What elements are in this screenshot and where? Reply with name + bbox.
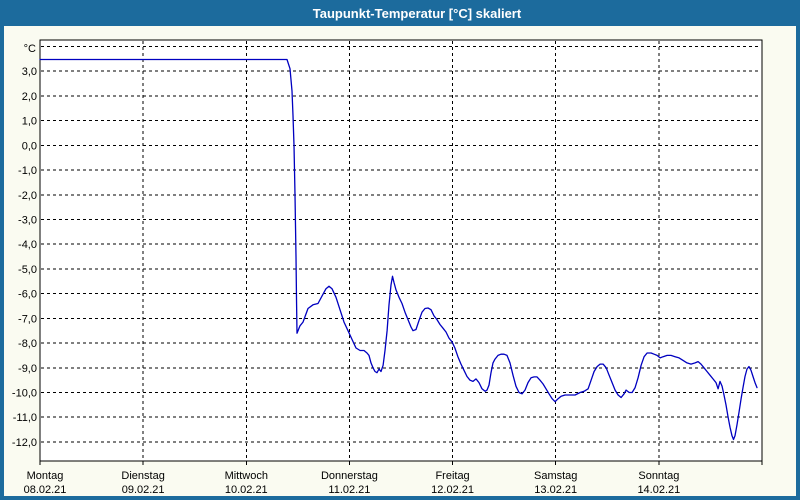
y-tick-label: -1,0: [18, 165, 37, 177]
y-tick-label: -10,0: [12, 388, 37, 400]
x-tick-label-weekday: Mittwoch: [225, 470, 268, 482]
y-tick-label: -6,0: [18, 289, 37, 301]
y-tick-label: -12,0: [12, 437, 37, 449]
y-tick-label: -3,0: [18, 214, 37, 226]
y-tick-label: -11,0: [13, 412, 37, 424]
y-tick-label: 0,0: [22, 140, 37, 152]
y-axis-unit-label: °C: [24, 43, 36, 55]
temperature-line: [39, 58, 758, 441]
x-tick-label-date: 13.02.21: [534, 484, 577, 496]
x-tick-label-weekday: Sonntag: [638, 470, 679, 482]
y-tick-label: 1,0: [22, 116, 37, 128]
x-tick-label-weekday: Montag: [27, 470, 64, 482]
window-title: Taupunkt-Temperatur [°C] skaliert: [312, 5, 522, 21]
y-tick-label: 3,0: [22, 66, 37, 78]
x-tick-label-date: 08.02.21: [24, 484, 67, 496]
window-titlebar: Taupunkt-Temperatur [°C] skaliert: [0, 0, 800, 26]
x-tick-label-weekday: Donnerstag: [321, 470, 378, 482]
x-tick-label-date: 11.02.21: [328, 484, 370, 496]
x-tick-label-date: 09.02.21: [122, 484, 165, 496]
x-tick-label-weekday: Samstag: [534, 470, 577, 482]
y-tick-label: 2,0: [22, 91, 37, 103]
y-tick-label: -5,0: [18, 264, 37, 276]
x-tick-label-date: 12.02.21: [431, 484, 474, 496]
plot-area: [39, 39, 763, 462]
x-tick-label-weekday: Freitag: [435, 470, 469, 482]
y-tick-label: -9,0: [18, 363, 37, 375]
y-tick-label: -7,0: [18, 313, 37, 325]
y-tick-label: -8,0: [18, 338, 37, 350]
x-tick-label-date: 14.02.21: [637, 484, 680, 496]
y-tick-label: -4,0: [18, 239, 37, 251]
x-tick-label-date: 10.02.21: [225, 484, 268, 496]
x-tick-label-weekday: Dienstag: [121, 470, 164, 482]
y-tick-label: -2,0: [18, 190, 37, 202]
